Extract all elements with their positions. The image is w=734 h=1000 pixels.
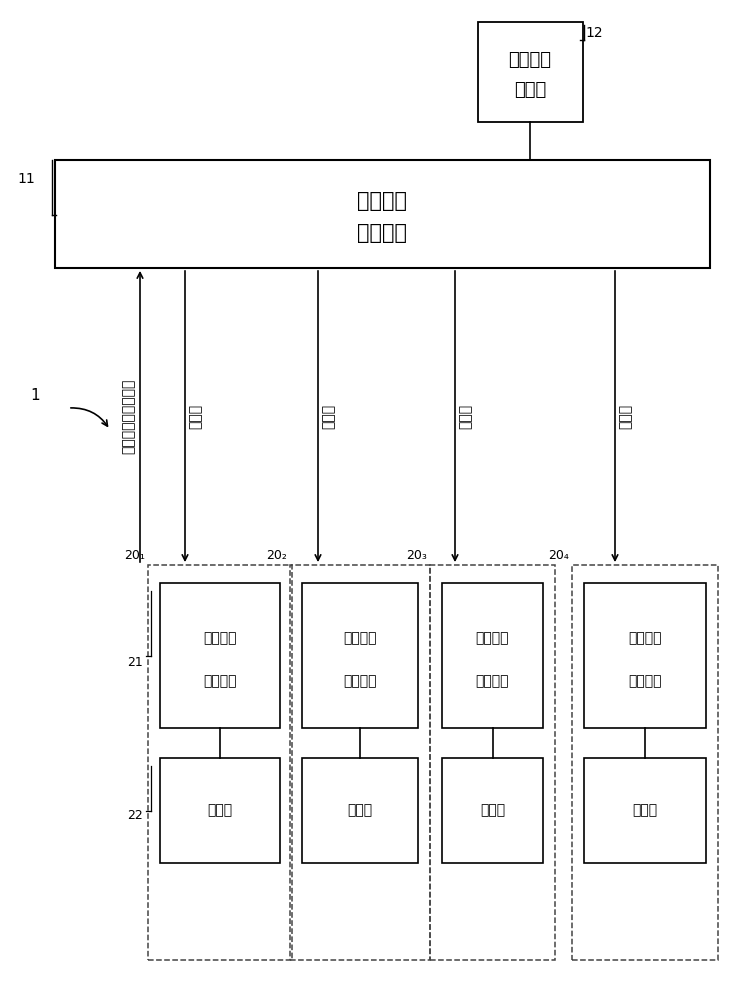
Text: 照相机视频信号时钟: 照相机视频信号时钟 bbox=[121, 379, 135, 454]
Bar bbox=[442, 758, 543, 863]
Bar bbox=[148, 565, 292, 960]
Bar bbox=[572, 565, 718, 960]
Bar bbox=[430, 565, 555, 960]
Text: 11: 11 bbox=[18, 172, 35, 186]
Text: 22: 22 bbox=[127, 809, 143, 822]
Bar bbox=[55, 160, 710, 268]
Text: 1: 1 bbox=[30, 387, 40, 402]
Text: 接收装置: 接收装置 bbox=[357, 223, 407, 243]
Bar bbox=[302, 758, 418, 863]
Text: 20₄: 20₄ bbox=[548, 549, 569, 562]
Text: 视频信号: 视频信号 bbox=[476, 631, 509, 645]
Text: 视频信号: 视频信号 bbox=[357, 191, 407, 211]
Text: 发送装置: 发送装置 bbox=[628, 675, 662, 689]
Text: 视频信号: 视频信号 bbox=[628, 631, 662, 645]
Text: 照相机: 照相机 bbox=[347, 804, 373, 818]
Text: 12: 12 bbox=[586, 26, 603, 40]
Text: 20₃: 20₃ bbox=[406, 549, 427, 562]
Bar bbox=[442, 583, 543, 728]
Text: 处理器: 处理器 bbox=[514, 81, 546, 99]
Text: 照相机: 照相机 bbox=[480, 804, 505, 818]
Bar bbox=[290, 565, 430, 960]
Text: 发送装置: 发送装置 bbox=[476, 675, 509, 689]
Bar bbox=[584, 583, 706, 728]
Text: 帧信号: 帧信号 bbox=[321, 404, 335, 429]
Text: 中央运算: 中央运算 bbox=[509, 51, 551, 69]
Text: 照相机: 照相机 bbox=[633, 804, 658, 818]
Text: 照相机: 照相机 bbox=[208, 804, 233, 818]
Text: 帧信号: 帧信号 bbox=[188, 404, 202, 429]
Text: 发送装置: 发送装置 bbox=[203, 675, 237, 689]
Bar bbox=[478, 22, 583, 122]
Text: 21: 21 bbox=[127, 656, 143, 669]
Text: 视频信号: 视频信号 bbox=[344, 631, 377, 645]
Text: 帧信号: 帧信号 bbox=[618, 404, 632, 429]
Text: 20₂: 20₂ bbox=[266, 549, 287, 562]
Text: 发送装置: 发送装置 bbox=[344, 675, 377, 689]
Bar bbox=[160, 758, 280, 863]
Bar bbox=[584, 758, 706, 863]
Text: 视频信号: 视频信号 bbox=[203, 631, 237, 645]
Bar bbox=[302, 583, 418, 728]
Bar bbox=[160, 583, 280, 728]
Text: 帧信号: 帧信号 bbox=[458, 404, 472, 429]
Text: 20₁: 20₁ bbox=[124, 549, 145, 562]
